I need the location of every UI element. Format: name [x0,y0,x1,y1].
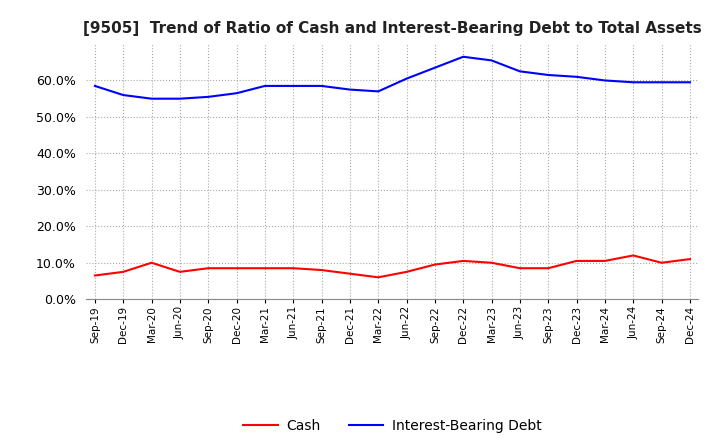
Interest-Bearing Debt [204,94,212,99]
Interest-Bearing Debt [685,80,694,85]
Interest-Bearing Debt [657,80,666,85]
Interest-Bearing Debt [487,58,496,63]
Line: Cash: Cash [95,256,690,277]
Interest-Bearing Debt [402,76,411,81]
Cash [233,266,241,271]
Cash [657,260,666,265]
Cash [119,269,127,275]
Cash [91,273,99,278]
Interest-Bearing Debt [629,80,637,85]
Cash [148,260,156,265]
Cash [318,268,326,273]
Line: Interest-Bearing Debt: Interest-Bearing Debt [95,57,690,99]
Interest-Bearing Debt [233,91,241,96]
Interest-Bearing Debt [431,65,439,70]
Cash [629,253,637,258]
Cash [516,266,524,271]
Cash [402,269,411,275]
Cash [600,258,609,264]
Cash [204,266,212,271]
Interest-Bearing Debt [516,69,524,74]
Interest-Bearing Debt [148,96,156,101]
Interest-Bearing Debt [91,83,99,88]
Cash [176,269,184,275]
Interest-Bearing Debt [459,54,467,59]
Interest-Bearing Debt [600,78,609,83]
Cash [374,275,382,280]
Legend: Cash, Interest-Bearing Debt: Cash, Interest-Bearing Debt [238,413,547,438]
Cash [487,260,496,265]
Interest-Bearing Debt [374,89,382,94]
Title: [9505]  Trend of Ratio of Cash and Interest-Bearing Debt to Total Assets: [9505] Trend of Ratio of Cash and Intere… [83,21,702,36]
Interest-Bearing Debt [261,83,269,88]
Interest-Bearing Debt [572,74,581,80]
Interest-Bearing Debt [544,72,552,77]
Interest-Bearing Debt [119,92,127,98]
Cash [685,257,694,262]
Cash [544,266,552,271]
Cash [431,262,439,267]
Interest-Bearing Debt [346,87,354,92]
Cash [346,271,354,276]
Cash [459,258,467,264]
Cash [289,266,297,271]
Interest-Bearing Debt [318,83,326,88]
Interest-Bearing Debt [176,96,184,101]
Interest-Bearing Debt [289,83,297,88]
Cash [261,266,269,271]
Cash [572,258,581,264]
